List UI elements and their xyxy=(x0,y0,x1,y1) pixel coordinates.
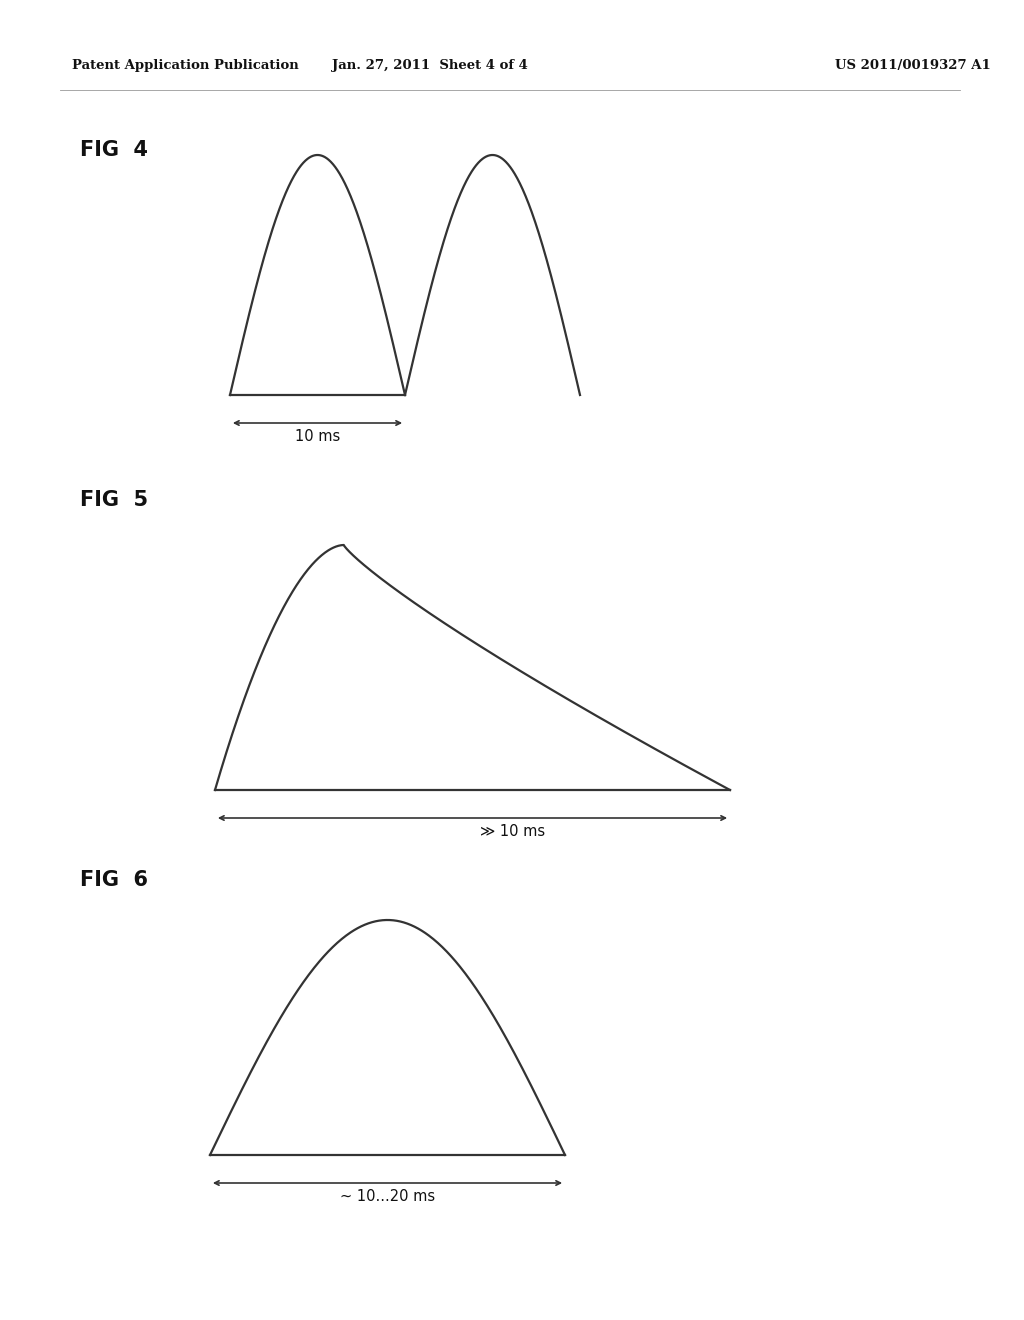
Text: ~ 10...20 ms: ~ 10...20 ms xyxy=(340,1189,435,1204)
Text: FIG  4: FIG 4 xyxy=(80,140,148,160)
Text: US 2011/0019327 A1: US 2011/0019327 A1 xyxy=(835,58,991,71)
Text: ≫ 10 ms: ≫ 10 ms xyxy=(480,824,545,840)
Text: 10 ms: 10 ms xyxy=(295,429,340,444)
Text: FIG  5: FIG 5 xyxy=(80,490,148,510)
Text: Jan. 27, 2011  Sheet 4 of 4: Jan. 27, 2011 Sheet 4 of 4 xyxy=(332,58,528,71)
Text: Patent Application Publication: Patent Application Publication xyxy=(72,58,299,71)
Text: FIG  6: FIG 6 xyxy=(80,870,148,890)
